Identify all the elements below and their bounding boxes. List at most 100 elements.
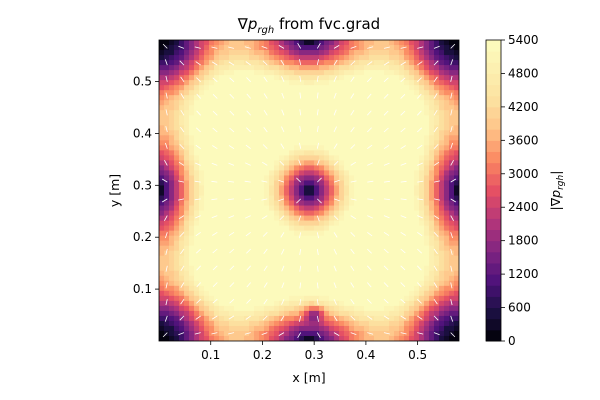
heatmap-cell xyxy=(224,210,230,217)
heatmap-cell xyxy=(184,260,190,267)
heatmap-cell xyxy=(444,220,450,227)
heatmap-cell xyxy=(454,250,459,257)
heatmap-cell xyxy=(419,195,425,202)
heatmap-cell xyxy=(159,80,165,86)
heatmap-cell xyxy=(309,315,315,322)
heatmap-cell xyxy=(359,180,365,187)
heatmap-cell xyxy=(334,310,340,317)
heatmap-cell xyxy=(454,130,459,136)
heatmap-cell xyxy=(254,55,260,61)
heatmap-cell xyxy=(224,280,230,287)
quiver-arrow xyxy=(450,75,453,82)
heatmap-cell xyxy=(399,130,405,136)
heatmap-cell xyxy=(244,215,250,222)
quiver-arrow xyxy=(333,315,338,322)
heatmap-cell xyxy=(259,225,265,232)
heatmap-cell xyxy=(344,240,350,247)
heatmap-cell xyxy=(369,295,375,302)
heatmap-cell xyxy=(454,310,459,317)
heatmap-cell xyxy=(184,115,190,121)
heatmap-cell xyxy=(309,260,315,267)
heatmap-cell xyxy=(254,200,260,207)
heatmap-cell xyxy=(349,95,355,101)
heatmap-cell xyxy=(384,260,390,267)
heatmap-cell xyxy=(159,135,165,141)
heatmap-cell xyxy=(209,65,215,71)
heatmap-cell xyxy=(234,50,240,56)
heatmap-cell xyxy=(209,115,215,121)
heatmap-cell xyxy=(244,260,250,267)
heatmap-cell xyxy=(389,205,395,212)
heatmap-cell xyxy=(399,155,405,161)
heatmap-cell xyxy=(284,145,290,151)
heatmap-cell xyxy=(209,60,215,66)
quiver-arrow xyxy=(450,160,454,166)
quiver-arrow xyxy=(196,110,201,116)
heatmap-cell xyxy=(439,135,445,141)
heatmap-cell xyxy=(364,85,370,91)
heatmap-cell xyxy=(339,265,345,272)
heatmap-cell xyxy=(324,175,330,182)
heatmap-cell xyxy=(394,55,400,61)
heatmap-cell xyxy=(224,130,230,136)
heatmap-cell xyxy=(429,265,435,272)
quiver-arrow xyxy=(281,126,285,133)
heatmap-cell xyxy=(369,250,375,257)
quiver-arrow xyxy=(263,126,268,133)
heatmap-cell xyxy=(289,230,295,237)
heatmap-cell xyxy=(279,325,285,332)
heatmap-cell xyxy=(219,265,225,272)
heatmap-cell xyxy=(399,285,405,292)
heatmap-cell xyxy=(359,290,365,297)
heatmap-cell xyxy=(344,140,350,146)
heatmap-cell xyxy=(219,240,225,247)
heatmap-cell xyxy=(339,100,345,106)
heatmap-cell xyxy=(399,65,405,71)
quiver-arrow xyxy=(417,315,423,320)
heatmap-cell xyxy=(439,300,445,307)
quiver-arrow xyxy=(333,179,340,183)
heatmap-cell xyxy=(389,270,395,277)
heatmap-cell xyxy=(274,250,280,257)
heatmap-cell xyxy=(214,115,220,121)
heatmap-cell xyxy=(389,120,395,126)
heatmap-cell xyxy=(359,125,365,131)
heatmap-cell xyxy=(179,305,185,312)
heatmap-cell xyxy=(274,75,280,81)
heatmap-cell xyxy=(194,225,200,232)
heatmap-cell xyxy=(274,45,280,51)
heatmap-cell xyxy=(239,320,245,327)
heatmap-cell xyxy=(344,280,350,287)
heatmap-cell xyxy=(354,235,360,242)
heatmap-cell xyxy=(404,335,410,341)
heatmap-cell xyxy=(334,150,340,156)
heatmap-cell xyxy=(294,315,300,322)
heatmap-cell xyxy=(259,80,265,86)
heatmap-cell xyxy=(409,285,415,292)
heatmap-cell xyxy=(339,310,345,317)
heatmap-cell xyxy=(394,105,400,111)
heatmap-cell xyxy=(449,295,455,302)
heatmap-cell xyxy=(259,170,265,177)
heatmap-cell xyxy=(454,85,459,91)
heatmap-cell xyxy=(374,135,380,141)
heatmap-cell xyxy=(364,335,370,341)
heatmap-cell xyxy=(454,155,459,161)
heatmap-cell xyxy=(379,55,385,61)
heatmap-cell xyxy=(349,205,355,212)
heatmap-cell xyxy=(379,305,385,312)
heatmap-cell xyxy=(229,160,235,167)
heatmap-cell xyxy=(319,85,325,91)
heatmap-cell xyxy=(179,55,185,61)
heatmap-cell xyxy=(444,225,450,232)
heatmap-cell xyxy=(394,230,400,237)
heatmap-cell xyxy=(319,200,325,207)
heatmap-cell xyxy=(259,220,265,227)
quiver-arrow xyxy=(383,298,389,304)
heatmap-cell xyxy=(384,285,390,292)
heatmap-cell xyxy=(244,55,250,61)
heatmap-cell xyxy=(349,185,355,192)
heatmap-cell xyxy=(379,75,385,81)
heatmap-cell xyxy=(344,90,350,96)
heatmap-cell xyxy=(404,305,410,312)
